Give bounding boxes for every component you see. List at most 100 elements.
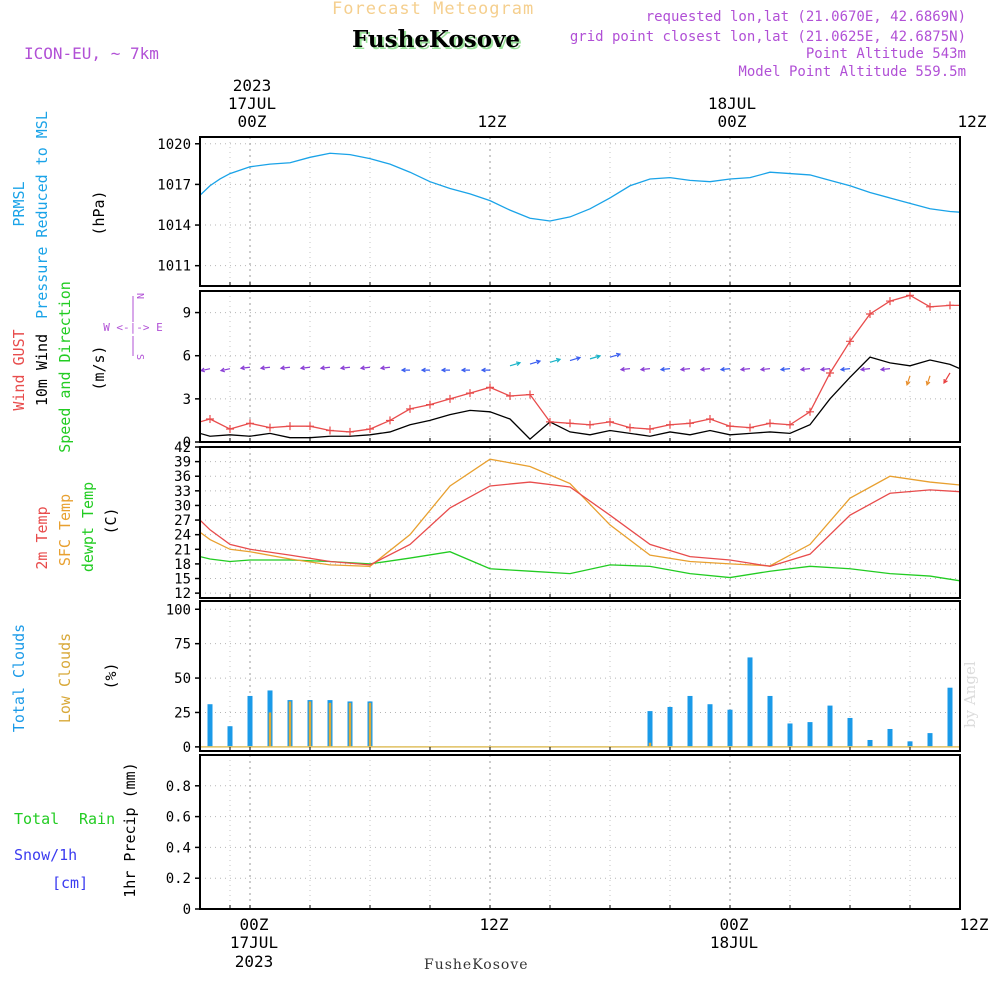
y-tick-label: 100 <box>166 602 191 618</box>
temp2m-line <box>200 481 960 568</box>
wind-label-3: Speed and Direction <box>56 281 74 453</box>
pressure-line <box>200 152 960 222</box>
bottom-day-label: 17JUL <box>230 933 278 952</box>
low-cloud-bar <box>368 702 372 747</box>
bottom-hour-label: 12Z <box>480 915 509 934</box>
wind-label-2: 10m Wind <box>33 334 51 406</box>
gridpoint-lonlat: grid point closest lon,lat (21.0625E, 42… <box>569 29 966 45</box>
wind-direction-arrow <box>569 356 582 362</box>
total-cloud-bar <box>927 733 933 747</box>
total-cloud-bar <box>647 711 653 747</box>
location-title: FusheKosove <box>352 26 521 53</box>
gust-marker <box>946 301 954 310</box>
footer-location: FusheKosove <box>424 957 529 973</box>
pressure-label-2: Pressure Reduced to MSL <box>33 111 51 319</box>
temp-label-1: 2m Temp <box>33 506 51 569</box>
y-tick-label: 1020 <box>157 137 191 153</box>
low-cloud-bar <box>308 701 312 747</box>
wind-unit: (m/s) <box>90 345 108 390</box>
gust-marker <box>606 417 614 426</box>
total-cloud-bar <box>827 705 833 747</box>
wind-direction-arrow <box>379 365 391 371</box>
y-tick-label: 21 <box>174 542 191 558</box>
wind-direction-arrow <box>879 366 891 372</box>
low-cloud-bar <box>648 742 652 747</box>
y-tick-label: 9 <box>183 306 191 322</box>
total-cloud-bar <box>687 695 693 747</box>
y-tick-label: 30 <box>174 498 191 514</box>
low-cloud-bar <box>328 702 332 747</box>
gust-marker <box>666 420 674 429</box>
wind-direction-arrow <box>299 365 311 371</box>
gust-line <box>200 294 960 433</box>
bottom-hour-label: 00Z <box>720 915 749 934</box>
compass-s: S <box>134 354 145 360</box>
gust-marker <box>326 426 334 435</box>
y-tick-label: 0.8 <box>166 779 191 795</box>
gust-marker <box>426 400 434 409</box>
total-cloud-bar <box>247 695 253 747</box>
total-cloud-bar <box>947 687 953 747</box>
gust-marker <box>706 414 714 423</box>
total-cloud-bar <box>747 657 753 747</box>
y-tick-label: 0 <box>183 740 191 756</box>
precip-panel-frame <box>199 754 961 910</box>
gust-marker <box>206 414 214 423</box>
total-cloud-bar <box>727 709 733 747</box>
sfc-temp-line <box>200 458 960 567</box>
gust-marker <box>366 425 374 434</box>
wind-direction-arrow <box>639 366 651 372</box>
y-tick-label: 0.6 <box>166 810 191 826</box>
total-cloud-bar <box>807 722 813 747</box>
y-tick-label: 12 <box>174 586 191 602</box>
temp-unit: (C) <box>102 507 120 534</box>
y-tick-label: 0.2 <box>166 871 191 887</box>
bottom-hour-label: 12Z <box>960 915 989 934</box>
wind-direction-arrow <box>549 357 562 363</box>
gust-marker <box>346 427 354 436</box>
gust-marker <box>546 417 554 426</box>
precip-total-label: Total <box>14 810 59 828</box>
low-cloud-bar <box>288 701 292 747</box>
wind-direction-arrow <box>925 375 931 387</box>
y-tick-label: 1014 <box>157 218 191 234</box>
compass-n: N <box>134 293 145 299</box>
gust-marker <box>746 423 754 432</box>
pressure-label-1: PRMSL <box>10 181 28 226</box>
wind-direction-arrow <box>619 366 631 372</box>
wind-direction-arrow <box>779 366 791 372</box>
total-cloud-bar <box>227 726 233 747</box>
top-hour-label: 00Z <box>238 112 267 131</box>
wind-direction-arrow <box>609 352 622 358</box>
y-tick-label: 27 <box>174 513 191 529</box>
gust-marker <box>446 394 454 403</box>
y-tick-label: 0 <box>183 435 191 451</box>
wind-direction-arrow <box>440 367 450 373</box>
gust-marker <box>926 302 934 311</box>
y-tick-label: 42 <box>174 440 191 456</box>
watermark: by Angel <box>961 661 979 728</box>
cloud-panel-frame <box>199 600 961 752</box>
y-tick-label: 1011 <box>157 259 191 275</box>
y-tick-label: 3 <box>183 392 191 408</box>
requested-lonlat: requested lon,lat (21.0670E, 42.6869N) <box>645 9 966 25</box>
wind-direction-arrow <box>239 365 251 371</box>
gust-marker <box>486 383 494 392</box>
wind-direction-arrow <box>509 361 522 367</box>
pressure-unit: (hPa) <box>90 190 108 235</box>
wind-direction-arrow <box>460 367 470 373</box>
y-tick-label: 50 <box>174 671 191 687</box>
gust-marker <box>226 425 234 434</box>
bottom-year-label: 2023 <box>235 952 274 971</box>
wind-direction-arrow <box>339 365 351 371</box>
temp-label-2: SFC Temp <box>56 494 74 566</box>
total-cloud-bar <box>867 739 873 747</box>
wind-compass-label: W <-|-> E <box>103 321 163 334</box>
gust-marker <box>886 297 894 306</box>
wind-direction-arrow <box>679 366 691 372</box>
gust-marker <box>686 419 694 428</box>
gust-marker <box>406 404 414 413</box>
temp-panel-frame <box>199 446 961 599</box>
wind10m-line <box>200 356 960 441</box>
